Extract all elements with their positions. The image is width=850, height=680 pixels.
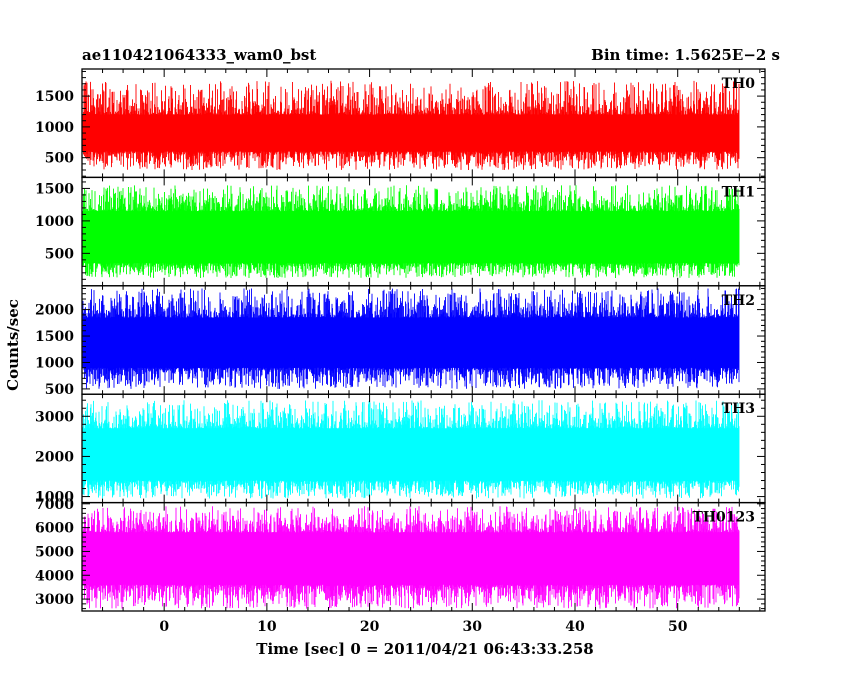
y-tick-label: 500: [45, 382, 74, 398]
y-tick-label: 2000: [35, 449, 74, 465]
panel-th0: 500 1000 1500 TH0: [35, 68, 766, 179]
panel-label-th2: TH2: [722, 293, 755, 309]
panel-th1: 500 1000 1500 TH1: [35, 176, 766, 287]
bin-time-label: Bin time: 1.5625E−2 s: [591, 46, 780, 64]
y-tick-label: 1000: [35, 490, 74, 506]
x-tick-label: 30: [463, 619, 483, 635]
series-th1-line: [82, 185, 740, 278]
y-tick-label: 1500: [35, 329, 74, 345]
panel-label-th0: TH0: [722, 76, 756, 92]
series-th0123-line: [82, 506, 740, 609]
x-tick-label: 40: [565, 619, 585, 635]
y-tick-label: 1500: [35, 181, 74, 197]
y-tick-label: 1500: [35, 89, 74, 105]
series-th0-line: [82, 80, 740, 170]
panel-th0123: 3000 4000 5000 6000 7000 TH0123: [35, 497, 766, 612]
x-tick-label: 50: [668, 619, 688, 635]
x-tick-label: 10: [257, 619, 277, 635]
series-th3-line: [82, 400, 740, 499]
panel-label-th1: TH1: [722, 184, 755, 200]
y-tick-label: 6000: [35, 521, 74, 537]
panel-frame: [81, 501, 766, 612]
y-tick-label: 2000: [35, 303, 74, 319]
chart-title: ae110421064333_wam0_bst: [82, 46, 316, 64]
y-tick-label: 3000: [35, 409, 74, 425]
panel-label-th0123: TH0123: [692, 510, 755, 526]
panel-th2: 500 1000 1500 2000 TH2: [35, 285, 766, 398]
x-tick-label: 20: [360, 619, 380, 635]
y-tick-label: 3000: [35, 592, 74, 608]
series-th2-line: [82, 288, 740, 389]
panel-label-th3: TH3: [722, 401, 755, 417]
x-axis-label: Time [sec] 0 = 2011/04/21 06:43:33.258: [256, 640, 593, 658]
x-tick-label: 0: [159, 619, 169, 635]
y-tick-label: 500: [45, 246, 74, 262]
panel-th3: 1000 2000 3000 TH3: [35, 393, 766, 506]
y-tick-label: 5000: [35, 544, 74, 560]
y-tick-label: 500: [45, 151, 74, 167]
y-axis-label: Counts/sec: [4, 299, 22, 391]
y-tick-label: 7000: [35, 497, 74, 513]
y-tick-label: 1000: [35, 356, 74, 372]
y-tick-label: 1000: [35, 214, 74, 230]
y-tick-label: 1000: [35, 120, 74, 136]
y-tick-label: 4000: [35, 568, 74, 584]
